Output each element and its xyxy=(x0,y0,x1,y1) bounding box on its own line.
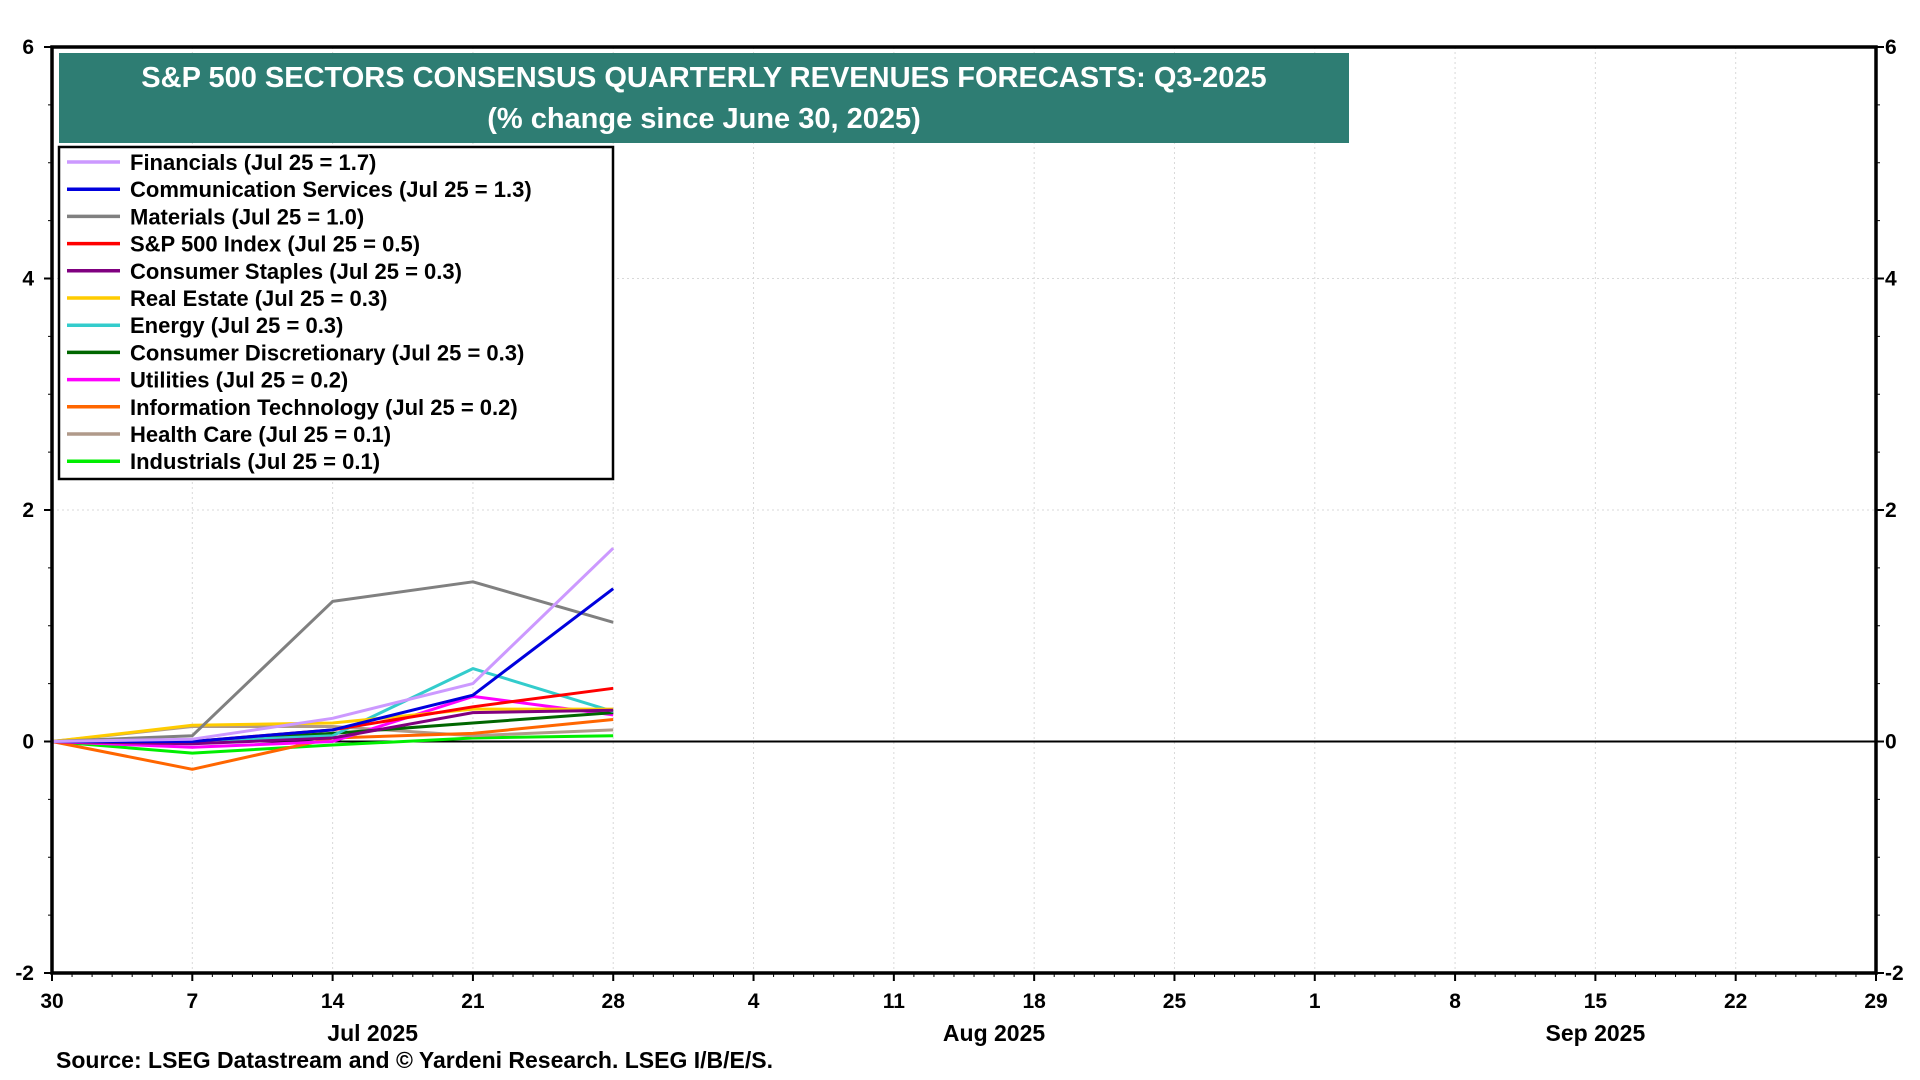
y-tick-label-left: -2 xyxy=(15,962,34,985)
source-note: Source: LSEG Datastream and © Yardeni Re… xyxy=(56,1047,773,1073)
month-label: Aug 2025 xyxy=(943,1020,1045,1046)
y-tick-label-right: 2 xyxy=(1885,499,1897,522)
chart-subtitle: (% change since June 30, 2025) xyxy=(487,103,921,135)
x-tick-label: 11 xyxy=(883,990,906,1013)
x-tick-label: 4 xyxy=(748,990,760,1013)
x-tick-label: 15 xyxy=(1584,990,1608,1013)
x-tick-label: 28 xyxy=(602,990,626,1013)
title-box xyxy=(59,53,1349,143)
legend-label: Consumer Discretionary (Jul 25 = 0.3) xyxy=(130,340,524,365)
y-tick-label-right: -2 xyxy=(1885,962,1904,985)
x-tick-label: 29 xyxy=(1864,990,1887,1013)
y-tick-label-left: 4 xyxy=(22,268,34,291)
legend-label: Materials (Jul 25 = 1.0) xyxy=(130,204,364,229)
x-tick-label: 8 xyxy=(1449,990,1461,1013)
legend-label: Utilities (Jul 25 = 0.2) xyxy=(130,368,348,393)
legend-label: Real Estate (Jul 25 = 0.3) xyxy=(130,286,387,311)
y-tick-label-right: 0 xyxy=(1885,731,1897,754)
x-tick-label: 30 xyxy=(40,990,63,1013)
series-line xyxy=(51,708,614,746)
y-tick-label-right: 4 xyxy=(1885,268,1897,291)
x-tick-label: 18 xyxy=(1022,990,1046,1013)
legend-box xyxy=(57,145,615,481)
legend-label: Financials (Jul 25 = 1.7) xyxy=(130,150,376,175)
x-tick-label: 21 xyxy=(461,990,485,1013)
legend-label: Communication Services (Jul 25 = 1.3) xyxy=(130,177,532,202)
series-line xyxy=(51,694,614,749)
x-tick-label: 22 xyxy=(1724,990,1747,1013)
series-line xyxy=(51,580,614,743)
series-lines xyxy=(51,547,615,771)
month-label: Sep 2025 xyxy=(1546,1020,1646,1046)
legend-label: Energy (Jul 25 = 0.3) xyxy=(130,313,343,338)
series-line xyxy=(51,547,615,743)
legend-label: Consumer Staples (Jul 25 = 0.3) xyxy=(130,259,462,284)
legend-label: Industrials (Jul 25 = 0.1) xyxy=(130,449,380,474)
series-line xyxy=(51,707,614,743)
y-tick-label-left: 2 xyxy=(22,499,34,522)
chart-title: S&P 500 SECTORS CONSENSUS QUARTERLY REVE… xyxy=(141,62,1266,94)
legend-label: S&P 500 Index (Jul 25 = 0.5) xyxy=(130,232,420,257)
legend: Financials (Jul 25 = 1.7)Communication S… xyxy=(57,145,615,481)
title-banner: S&P 500 SECTORS CONSENSUS QUARTERLY REVE… xyxy=(59,53,1349,143)
x-tick-label: 1 xyxy=(1309,990,1321,1013)
y-tick-label-left: 6 xyxy=(22,36,34,59)
legend-label: Information Technology (Jul 25 = 0.2) xyxy=(130,395,518,420)
y-tick-label-left: 0 xyxy=(22,731,34,754)
x-tick-label: 14 xyxy=(321,990,345,1013)
month-label: Jul 2025 xyxy=(327,1020,418,1046)
x-tick-label: 25 xyxy=(1163,990,1187,1013)
series-line xyxy=(51,734,614,755)
x-tick-label: 7 xyxy=(186,990,198,1013)
legend-label: Health Care (Jul 25 = 0.1) xyxy=(130,422,391,447)
series-line xyxy=(52,587,615,743)
y-tick-label-right: 6 xyxy=(1885,36,1897,59)
